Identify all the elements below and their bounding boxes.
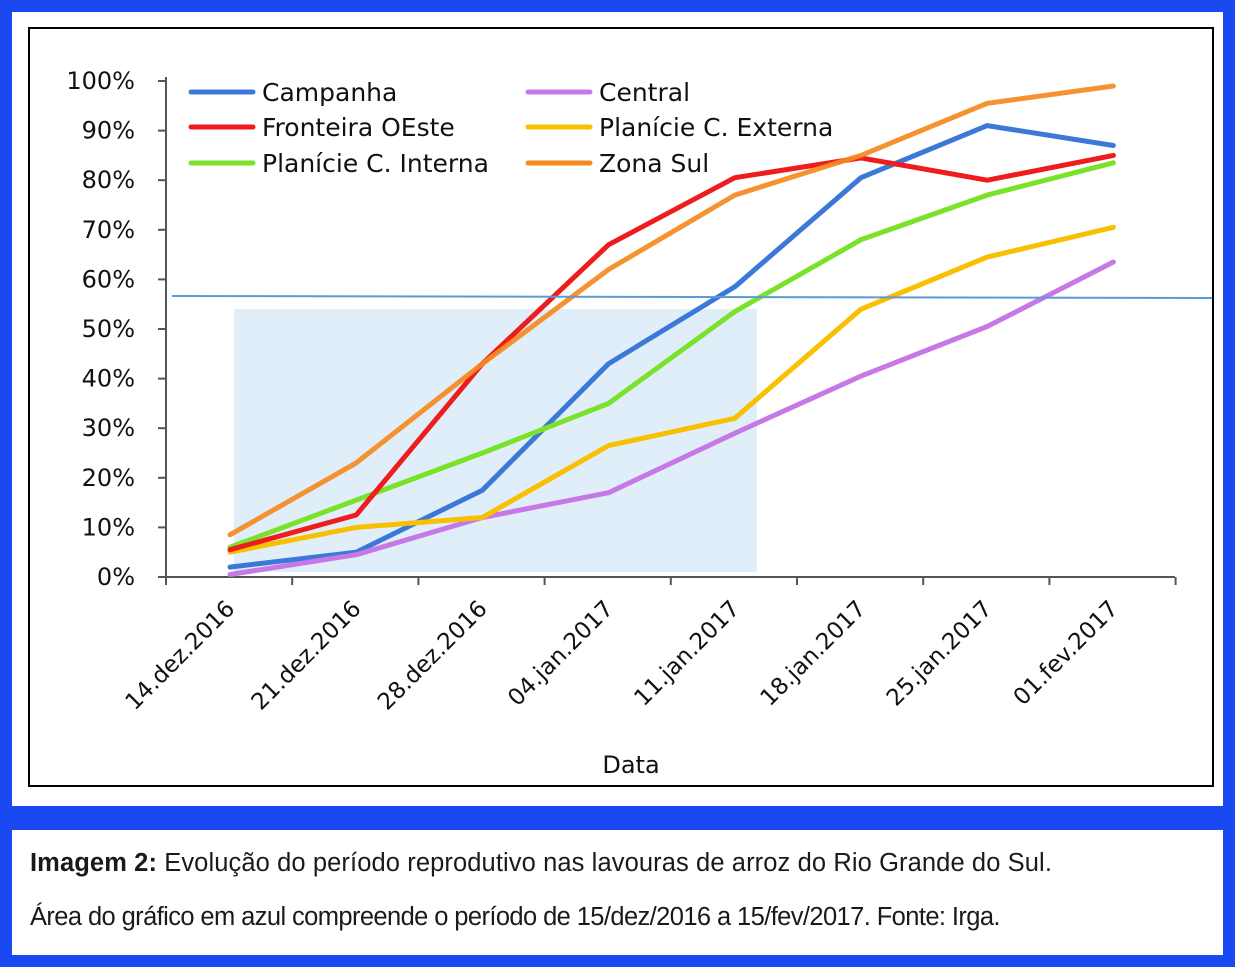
legend-label: Planície C. Interna [262,149,489,178]
chart-area: 0% 10% 20% 30% 40% 50% 60% 70% 80% 90% 100% 14.dez.… [28,27,1214,787]
series-line-zona-sul [227,83,1116,538]
series-line-fronteira-oeste [227,152,1116,553]
x-tick-label: 01.fev.2017 [1009,596,1124,711]
legend-label: Central [599,78,690,107]
caption-line-1: Imagem 2: Evolução do período reprodutiv… [30,849,1210,878]
y-tick-label: 70% [82,216,135,244]
caption-label: Imagem 2: [30,849,158,877]
y-tick-label: 0% [97,563,135,591]
legend-label: Zona Sul [599,149,709,178]
x-tick-label: 11.jan.2017 [629,596,745,712]
legend-label: Campanha [262,78,397,107]
line-chart: 0% 10% 20% 30% 40% 50% 60% 70% 80% 90% 100% 14.dez.… [66,67,1212,779]
y-tick-label: 80% [82,166,135,194]
x-tick-label: 04.jan.2017 [503,596,619,712]
y-tick-label: 60% [82,265,135,293]
series-line-plan-cie-c-externa [227,224,1116,555]
legend-label: Planície C. Externa [599,113,833,142]
series-line-central [227,259,1116,577]
x-tick-label: 18.jan.2017 [756,596,872,712]
x-axis-title: Data [602,751,659,779]
x-tick-label: 21.dez.2016 [247,596,367,716]
caption-frame-inner [12,830,1223,955]
caption-line-2: Área do gráfico em azul compreende o per… [30,903,1001,931]
series-line-campanha [227,123,1116,570]
legend-label: Fronteira OEste [262,113,455,142]
x-tick-label: 14.dez.2016 [121,596,241,716]
y-tick-label: 10% [82,513,135,541]
y-tick-label: 90% [82,117,135,145]
y-tick-label: 40% [82,365,135,393]
x-tick-label: 28.dez.2016 [373,596,493,716]
y-tick-label: 50% [82,315,135,343]
x-tick-label: 25.jan.2017 [882,596,998,712]
y-tick-label: 20% [82,464,135,492]
caption-text-1: Evolução do período reprodutivo nas lavo… [164,849,1053,877]
y-tick-label: 100% [66,67,135,95]
caption-frame [0,818,1235,967]
y-tick-label: 30% [82,414,135,442]
reference-line [171,295,1212,299]
